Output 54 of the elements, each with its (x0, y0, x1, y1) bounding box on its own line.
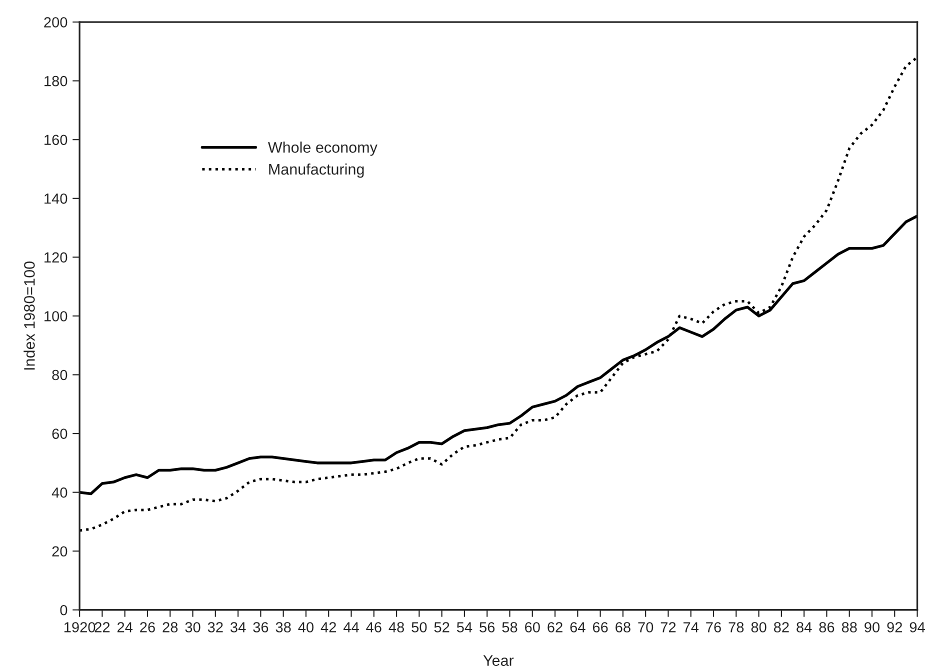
y-tick-label: 60 (52, 428, 68, 439)
line-series (80, 56, 918, 532)
x-tick-label: 62 (548, 622, 562, 632)
x-tick-label: 90 (864, 622, 880, 632)
x-tick-label: 88 (842, 622, 857, 632)
x-tick-label: 80 (751, 622, 766, 632)
x-tick-label: 42 (320, 622, 336, 632)
x-tick-label: 36 (253, 622, 268, 632)
x-tick-label: 32 (208, 622, 223, 632)
y-tick-label: 180 (44, 76, 68, 86)
x-tick-label: 48 (388, 622, 404, 632)
x-tick-label: 60 (525, 622, 540, 632)
x-tick-label: 46 (366, 622, 382, 632)
x-tick-label: 26 (140, 622, 155, 632)
y-tick-label: 140 (44, 193, 68, 204)
x-tick-label: 28 (162, 622, 178, 632)
x-tick-label: 1920 (64, 622, 96, 632)
x-tick-label: 22 (94, 622, 110, 632)
x-tick-label: 64 (570, 622, 586, 632)
x-tick-label: 30 (185, 622, 200, 632)
x-tick-label: 92 (887, 622, 902, 632)
x-tick-label: 50 (412, 622, 427, 632)
x-tick-label: 66 (592, 622, 608, 632)
y-tick-label: 100 (44, 311, 68, 322)
x-tick-label: 38 (276, 622, 291, 632)
y-tick-label: 40 (52, 487, 68, 498)
x-tick-label: 54 (456, 622, 472, 632)
x-tick-label: 94 (910, 622, 925, 632)
x-tick-label: 70 (638, 622, 654, 632)
x-tick-label: 68 (616, 622, 630, 632)
x-tick-label: 58 (502, 622, 518, 632)
legend-label: Whole economy (268, 142, 378, 156)
y-tick-label: 160 (44, 134, 68, 146)
x-axis-title: Year (483, 655, 514, 666)
x-tick-label: 40 (298, 622, 314, 632)
x-tick-label: 44 (343, 622, 359, 632)
y-tick-label: 80 (52, 370, 68, 380)
y-axis-title: Index 1980=100 (24, 262, 35, 370)
x-tick-label: 78 (728, 622, 744, 632)
y-tick-label: 200 (44, 17, 68, 28)
x-tick-label: 86 (819, 622, 834, 632)
x-tick-label: 52 (434, 622, 450, 632)
x-tick-label: 76 (706, 622, 721, 632)
y-tick-label: 20 (52, 546, 68, 557)
y-tick-label: 0 (60, 604, 68, 616)
x-tick-label: 72 (660, 622, 676, 632)
y-tick-label: 120 (44, 252, 68, 263)
x-tick-label: 56 (480, 622, 495, 632)
x-tick-label: 24 (117, 622, 133, 632)
x-tick-label: 34 (230, 622, 246, 632)
x-tick-label: 82 (774, 622, 789, 632)
x-tick-label: 84 (796, 622, 812, 632)
x-tick-label: 74 (684, 622, 699, 632)
legend-label: Manufacturing (269, 163, 364, 178)
